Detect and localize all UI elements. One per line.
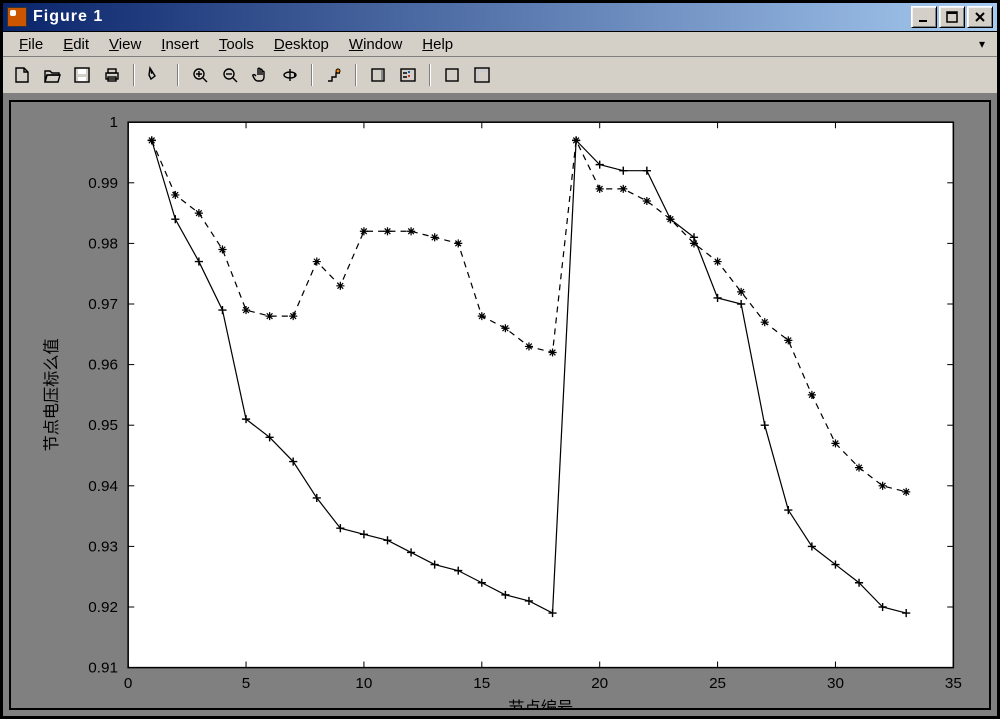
menu-view[interactable]: View	[99, 34, 151, 55]
titlebar[interactable]: Figure 1	[3, 3, 997, 32]
menu-tools[interactable]: Tools	[209, 34, 264, 55]
menu-file[interactable]: File	[9, 34, 53, 55]
zoom-out-icon[interactable]	[215, 61, 245, 89]
svg-text:0.95: 0.95	[88, 417, 118, 434]
insert-colorbar-icon[interactable]	[363, 61, 393, 89]
print-icon[interactable]	[97, 61, 127, 89]
menu-help[interactable]: Help	[412, 34, 463, 55]
menu-overflow-icon[interactable]: ▾	[979, 37, 991, 51]
hide-plot-tools-icon[interactable]	[437, 61, 467, 89]
menu-edit[interactable]: Edit	[53, 34, 99, 55]
svg-text:25: 25	[709, 675, 726, 692]
menu-desktop[interactable]: Desktop	[264, 34, 339, 55]
svg-text:0.96: 0.96	[88, 357, 118, 374]
menu-window[interactable]: Window	[339, 34, 412, 55]
pan-icon[interactable]	[245, 61, 275, 89]
figure-window: Figure 1 File Edit View Insert Tools Des…	[0, 0, 1000, 719]
edit-plot-icon[interactable]	[141, 61, 171, 89]
plot-canvas: 0 5 10 15 20 25 30 35 0.91 0.92 0.93 0.94 0.95 0.96 0.…	[11, 102, 989, 708]
toolbar	[3, 57, 997, 94]
maximize-button[interactable]	[939, 6, 965, 28]
data-cursor-icon[interactable]	[319, 61, 349, 89]
close-button[interactable]	[967, 6, 993, 28]
svg-text:20: 20	[591, 675, 608, 692]
svg-text:0.97: 0.97	[88, 296, 118, 313]
svg-text:0.92: 0.92	[88, 599, 118, 616]
svg-text:节点编号: 节点编号	[508, 699, 573, 708]
toolbar-separator	[355, 64, 357, 86]
figure-area: 0 5 10 15 20 25 30 35 0.91 0.92 0.93 0.94 0.95 0.96 0.…	[3, 94, 997, 716]
svg-text:0.91: 0.91	[88, 660, 118, 677]
toolbar-separator	[133, 64, 135, 86]
svg-text:0: 0	[124, 675, 133, 692]
toolbar-separator	[177, 64, 179, 86]
menu-insert[interactable]: Insert	[151, 34, 209, 55]
new-file-icon[interactable]	[7, 61, 37, 89]
minimize-button[interactable]	[911, 6, 937, 28]
menubar: File Edit View Insert Tools Desktop Wind…	[3, 32, 997, 57]
svg-text:35: 35	[945, 675, 962, 692]
rotate3d-icon[interactable]	[275, 61, 305, 89]
svg-text:5: 5	[242, 675, 251, 692]
open-file-icon[interactable]	[37, 61, 67, 89]
svg-text:30: 30	[827, 675, 844, 692]
toolbar-separator	[429, 64, 431, 86]
svg-text:节点电压标么值: 节点电压标么值	[43, 338, 61, 451]
window-title: Figure 1	[33, 8, 911, 26]
toolbar-separator	[311, 64, 313, 86]
svg-text:10: 10	[355, 675, 372, 692]
svg-text:0.99: 0.99	[88, 175, 118, 192]
svg-text:0.94: 0.94	[88, 478, 118, 495]
app-icon	[7, 7, 27, 27]
zoom-in-icon[interactable]	[185, 61, 215, 89]
svg-text:1: 1	[109, 114, 118, 131]
svg-text:0.98: 0.98	[88, 236, 118, 253]
save-icon[interactable]	[67, 61, 97, 89]
svg-text:15: 15	[473, 675, 490, 692]
insert-legend-icon[interactable]	[393, 61, 423, 89]
show-plot-tools-icon[interactable]	[467, 61, 497, 89]
svg-text:0.93: 0.93	[88, 539, 118, 556]
